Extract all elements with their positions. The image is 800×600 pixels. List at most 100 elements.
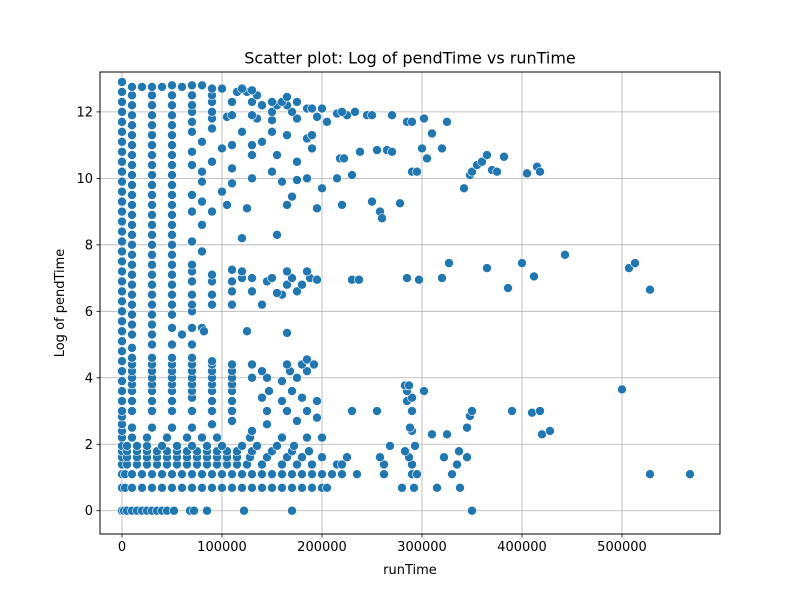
data-point	[187, 339, 197, 350]
data-point	[312, 274, 322, 285]
data-point	[117, 156, 127, 167]
data-point	[287, 107, 297, 117]
data-point	[247, 482, 257, 493]
data-point	[222, 200, 232, 210]
data-point	[242, 326, 252, 337]
data-point	[167, 279, 177, 290]
data-point	[147, 309, 157, 320]
data-point	[447, 469, 457, 479]
data-point	[247, 173, 257, 184]
data-point	[207, 299, 217, 310]
data-point	[117, 186, 127, 197]
data-point	[237, 482, 247, 493]
data-point	[127, 200, 137, 210]
data-point	[414, 274, 424, 285]
data-point	[412, 166, 422, 177]
data-point	[499, 151, 509, 162]
data-point	[117, 146, 127, 157]
data-point	[117, 286, 127, 297]
data-point	[257, 366, 267, 376]
data-point	[617, 384, 627, 395]
data-point	[212, 432, 222, 443]
data-point	[147, 259, 157, 270]
data-point	[227, 264, 237, 275]
data-point	[307, 459, 317, 470]
data-point	[162, 432, 172, 443]
data-point	[117, 396, 127, 406]
data-point	[117, 376, 127, 386]
data-point	[247, 97, 257, 107]
data-point	[292, 286, 302, 297]
data-point	[147, 396, 157, 406]
data-point	[257, 100, 267, 111]
data-point	[217, 482, 227, 493]
data-point	[167, 140, 177, 150]
data-point	[167, 200, 177, 210]
data-point	[167, 482, 177, 493]
data-point	[127, 120, 137, 130]
data-point	[339, 153, 349, 164]
data-point	[117, 196, 127, 207]
data-point	[207, 123, 217, 134]
data-point	[437, 143, 447, 154]
data-point	[147, 200, 157, 210]
data-point	[297, 469, 307, 479]
data-point	[287, 386, 297, 396]
data-point	[302, 432, 312, 443]
data-point	[307, 469, 317, 479]
data-point	[207, 206, 217, 217]
data-point	[387, 110, 397, 121]
data-point	[167, 269, 177, 280]
data-point	[127, 269, 137, 280]
data-point	[257, 469, 267, 479]
data-point	[127, 469, 137, 479]
data-point	[507, 406, 517, 416]
data-point	[187, 117, 197, 127]
data-point	[432, 482, 442, 493]
data-point	[282, 200, 292, 210]
data-point	[187, 323, 197, 333]
data-point	[127, 343, 137, 353]
data-point	[127, 160, 137, 170]
data-point	[282, 328, 292, 338]
data-point	[147, 220, 157, 230]
data-point	[685, 469, 695, 479]
data-point	[147, 160, 157, 170]
data-point	[207, 419, 217, 430]
y-tick-label: 6	[85, 305, 93, 320]
data-point	[272, 441, 282, 451]
data-point	[117, 176, 127, 187]
y-tick-label: 0	[85, 504, 93, 519]
data-point	[147, 180, 157, 190]
data-point	[402, 273, 412, 283]
data-point	[117, 236, 127, 247]
data-point	[277, 482, 287, 493]
data-point	[167, 406, 177, 416]
data-point	[132, 441, 142, 451]
data-point	[247, 85, 257, 96]
data-point	[292, 97, 302, 107]
data-point	[127, 406, 137, 416]
data-point	[282, 279, 292, 290]
data-point	[117, 296, 127, 307]
data-point	[312, 203, 322, 214]
data-point	[147, 130, 157, 140]
data-point	[277, 459, 287, 470]
y-tick-label: 10	[76, 172, 93, 187]
data-point	[302, 266, 312, 277]
data-point	[127, 299, 137, 310]
data-point	[187, 406, 197, 416]
data-point	[312, 112, 322, 122]
data-point	[147, 140, 157, 150]
data-point	[545, 426, 555, 436]
data-point	[127, 170, 137, 180]
data-point	[237, 127, 247, 137]
data-point	[187, 190, 197, 200]
data-point	[527, 407, 537, 418]
data-point	[419, 386, 429, 396]
data-point	[267, 469, 277, 479]
data-point	[267, 127, 277, 137]
data-point	[187, 160, 197, 170]
data-point	[327, 469, 337, 479]
